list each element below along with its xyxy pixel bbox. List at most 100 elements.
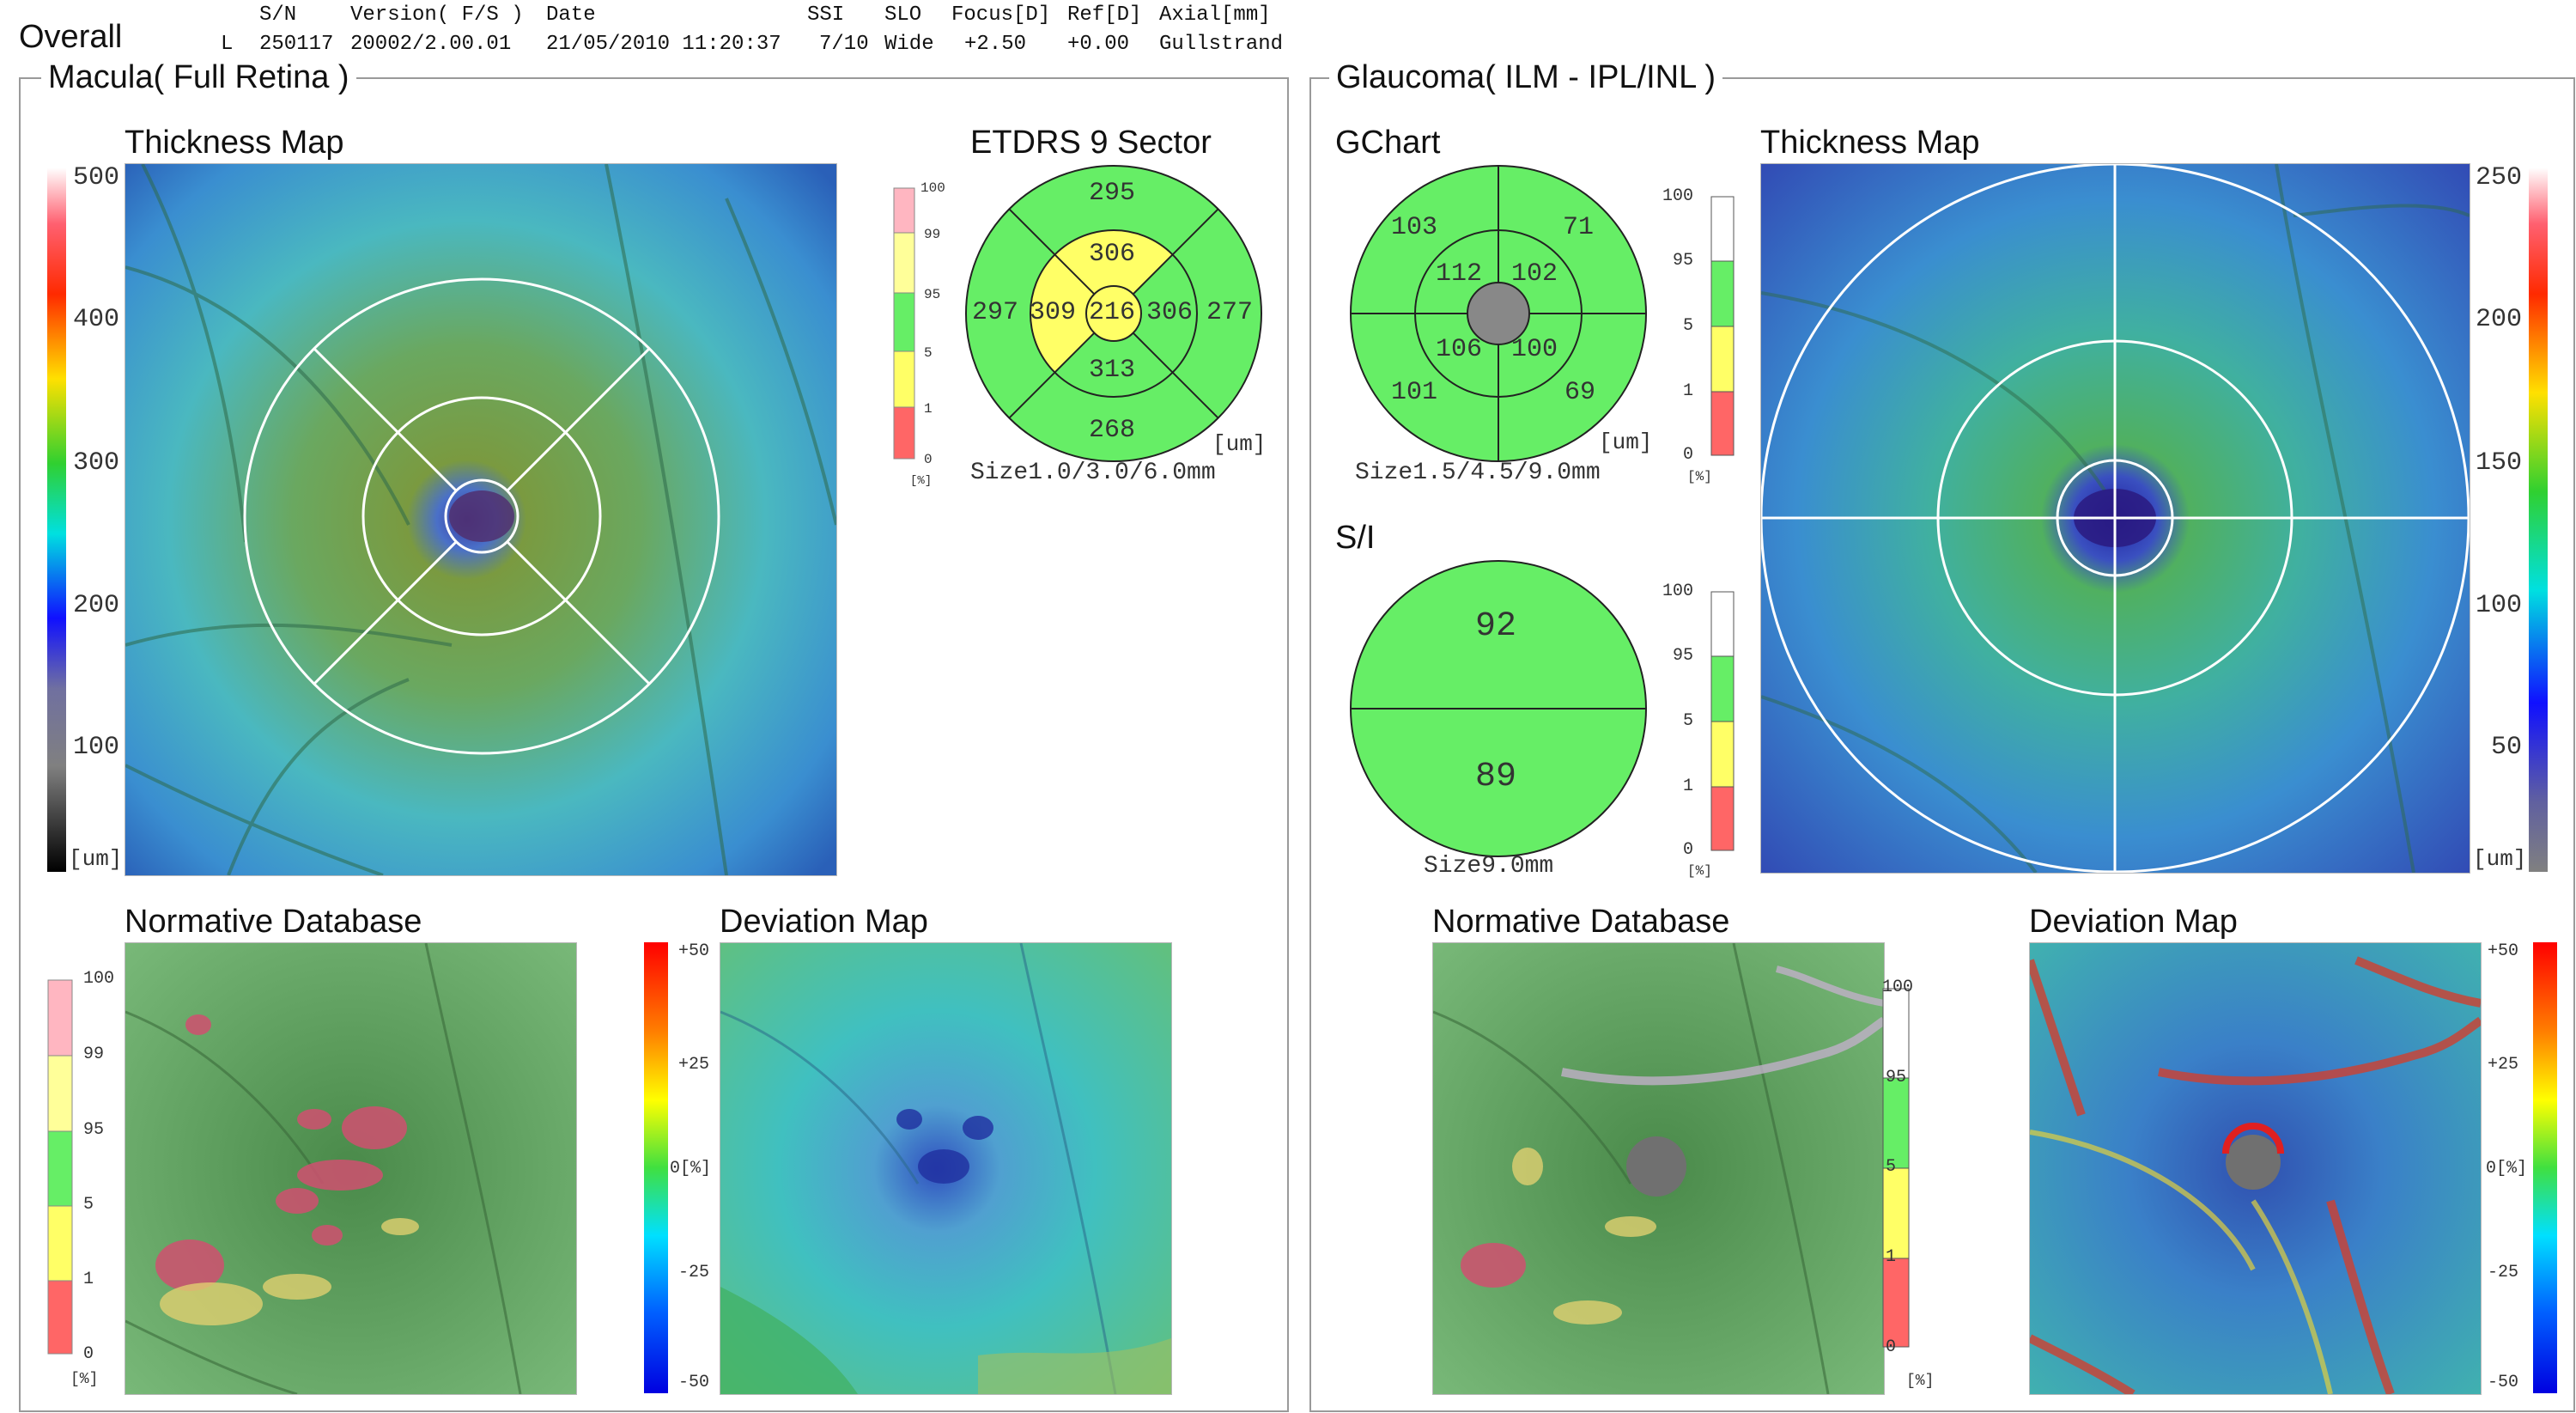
col-slo: SLO [884,3,922,27]
si-legend-0: 0 [1683,840,1694,860]
glaucoma-scale-100: 100 [2476,591,2523,620]
glaucoma-norm-legend-unit: [%] [1906,1373,1935,1390]
si-legend-100: 100 [1662,582,1694,601]
si-legend-bar [1710,591,1735,851]
etdrs-outer-nasal: 277 [1206,298,1254,327]
macula-scale-500: 500 [73,163,120,192]
etdrs-legend-95: 95 [924,287,941,302]
macula-norm-legend-95: 95 [83,1120,105,1140]
macula-norm-legend-0: 0 [83,1344,94,1364]
macula-dev-tick-zero: 0[%] [670,1159,712,1179]
glaucoma-dev-tick-plus25: +25 [2488,1055,2519,1075]
si-legend-unit: [%] [1687,863,1712,879]
etdrs-outer-inferior: 268 [1089,416,1136,445]
glaucoma-norm-legend-100: 100 [1882,978,1914,997]
macula-normative-title: Normative Database [125,904,422,940]
glaucoma-norm-legend-95: 95 [1886,1068,1907,1087]
etdrs-legend-1: 1 [924,401,933,417]
etdrs-center: 216 [1089,298,1136,327]
gchart-inner-st: 112 [1436,259,1483,289]
macula-norm-legend-99: 99 [83,1045,105,1064]
glaucoma-scale-250: 250 [2476,163,2523,192]
etdrs-inner-temporal: 309 [1030,298,1077,327]
macula-panel [19,77,1289,1412]
glaucoma-thickness-colorbar [2529,167,2548,872]
si-inferior: 89 [1475,758,1517,796]
gchart-title: GChart [1335,125,1441,161]
etdrs-inner-superior: 306 [1089,240,1136,269]
macula-scale-200: 200 [73,591,120,620]
si-title: S/I [1335,520,1376,556]
si-legend-95: 95 [1673,646,1694,666]
gchart-chart [1350,165,1647,462]
eye-value: L [221,33,234,56]
page-title: Overall [19,19,123,55]
gchart-legend-1: 1 [1683,381,1694,401]
macula-thickness-title: Thickness Map [125,125,344,161]
glaucoma-scale-200: 200 [2476,305,2523,334]
glaucoma-normative-map[interactable] [1432,942,1885,1395]
etdrs-outer-temporal: 297 [972,298,1019,327]
gchart-legend-100: 100 [1662,186,1694,206]
glaucoma-dev-tick-minus25: -25 [2488,1263,2519,1282]
glaucoma-dev-tick-zero: 0[%] [2486,1159,2528,1179]
etdrs-chart [965,165,1262,462]
macula-norm-legend-5: 5 [83,1195,94,1215]
macula-norm-legend-unit: [%] [70,1371,99,1388]
col-date: Date [546,3,596,27]
etdrs-inner-inferior: 313 [1089,356,1136,385]
gchart-unit: [um] [1599,429,1653,455]
glaucoma-panel-title: Glaucoma( ILM - IPL/INL ) [1329,60,1723,94]
col-sn: S/N [259,3,297,27]
macula-norm-legend-1: 1 [83,1270,94,1289]
macula-dev-tick-plus25: +25 [678,1055,710,1075]
etdrs-legend-99: 99 [924,227,941,242]
glaucoma-scale-150: 150 [2476,448,2523,478]
col-ssi: SSI [807,3,845,27]
macula-scale-unit: [um] [69,846,123,872]
macula-scale-400: 400 [73,305,120,334]
si-legend-5: 5 [1683,711,1694,731]
gchart-legend-bar [1710,196,1735,456]
sn-value: 250117 [259,33,334,56]
glaucoma-deviation-map[interactable] [2029,942,2482,1395]
macula-panel-title: Macula( Full Retina ) [41,60,356,94]
date-value: 21/05/2010 11:20:37 [546,33,781,56]
si-chart [1350,560,1647,857]
glaucoma-thickness-map[interactable] [1760,163,2470,874]
etdrs-legend-100: 100 [920,180,945,196]
si-legend-1: 1 [1683,777,1694,796]
glaucoma-panel [1309,77,2575,1412]
gchart-outer-sn: 71 [1563,213,1595,242]
macula-deviation-title: Deviation Map [720,904,928,940]
macula-normative-map[interactable] [125,942,577,1395]
gchart-inner-sn: 102 [1511,259,1558,289]
col-focus: Focus[D] [951,3,1051,27]
macula-normative-legend-bar [47,979,73,1355]
glaucoma-normative-legend-bar [1882,988,1910,1348]
glaucoma-normative-title: Normative Database [1432,904,1730,940]
glaucoma-scale-50: 50 [2491,733,2523,762]
ssi-value: 7/10 [819,33,869,56]
macula-deviation-map[interactable] [720,942,1172,1395]
etdrs-unit: [um] [1212,431,1267,457]
gchart-outer-it: 101 [1391,378,1438,407]
glaucoma-norm-legend-0: 0 [1886,1337,1897,1357]
glaucoma-thickness-title: Thickness Map [1760,125,1980,161]
glaucoma-deviation-colorbar [2533,942,2557,1393]
etdrs-inner-nasal: 306 [1146,298,1194,327]
col-version: Version( F/S ) [350,3,524,27]
axial-value: Gullstrand [1159,33,1284,56]
glaucoma-dev-tick-plus50: +50 [2488,941,2519,961]
etdrs-size: Size1.0/3.0/6.0mm [970,460,1216,486]
gchart-outer-in: 69 [1564,378,1596,407]
ref-value: +0.00 [1067,33,1130,56]
macula-dev-tick-minus50: -50 [678,1373,710,1392]
col-ref: Ref[D] [1067,3,1142,27]
gchart-size: Size1.5/4.5/9.0mm [1355,460,1601,486]
gchart-legend-unit: [%] [1687,469,1712,484]
etdrs-legend-5: 5 [924,345,933,361]
si-superior: 92 [1475,607,1517,646]
macula-thickness-map[interactable] [125,163,837,876]
etdrs-legend-unit: [%] [910,474,933,488]
